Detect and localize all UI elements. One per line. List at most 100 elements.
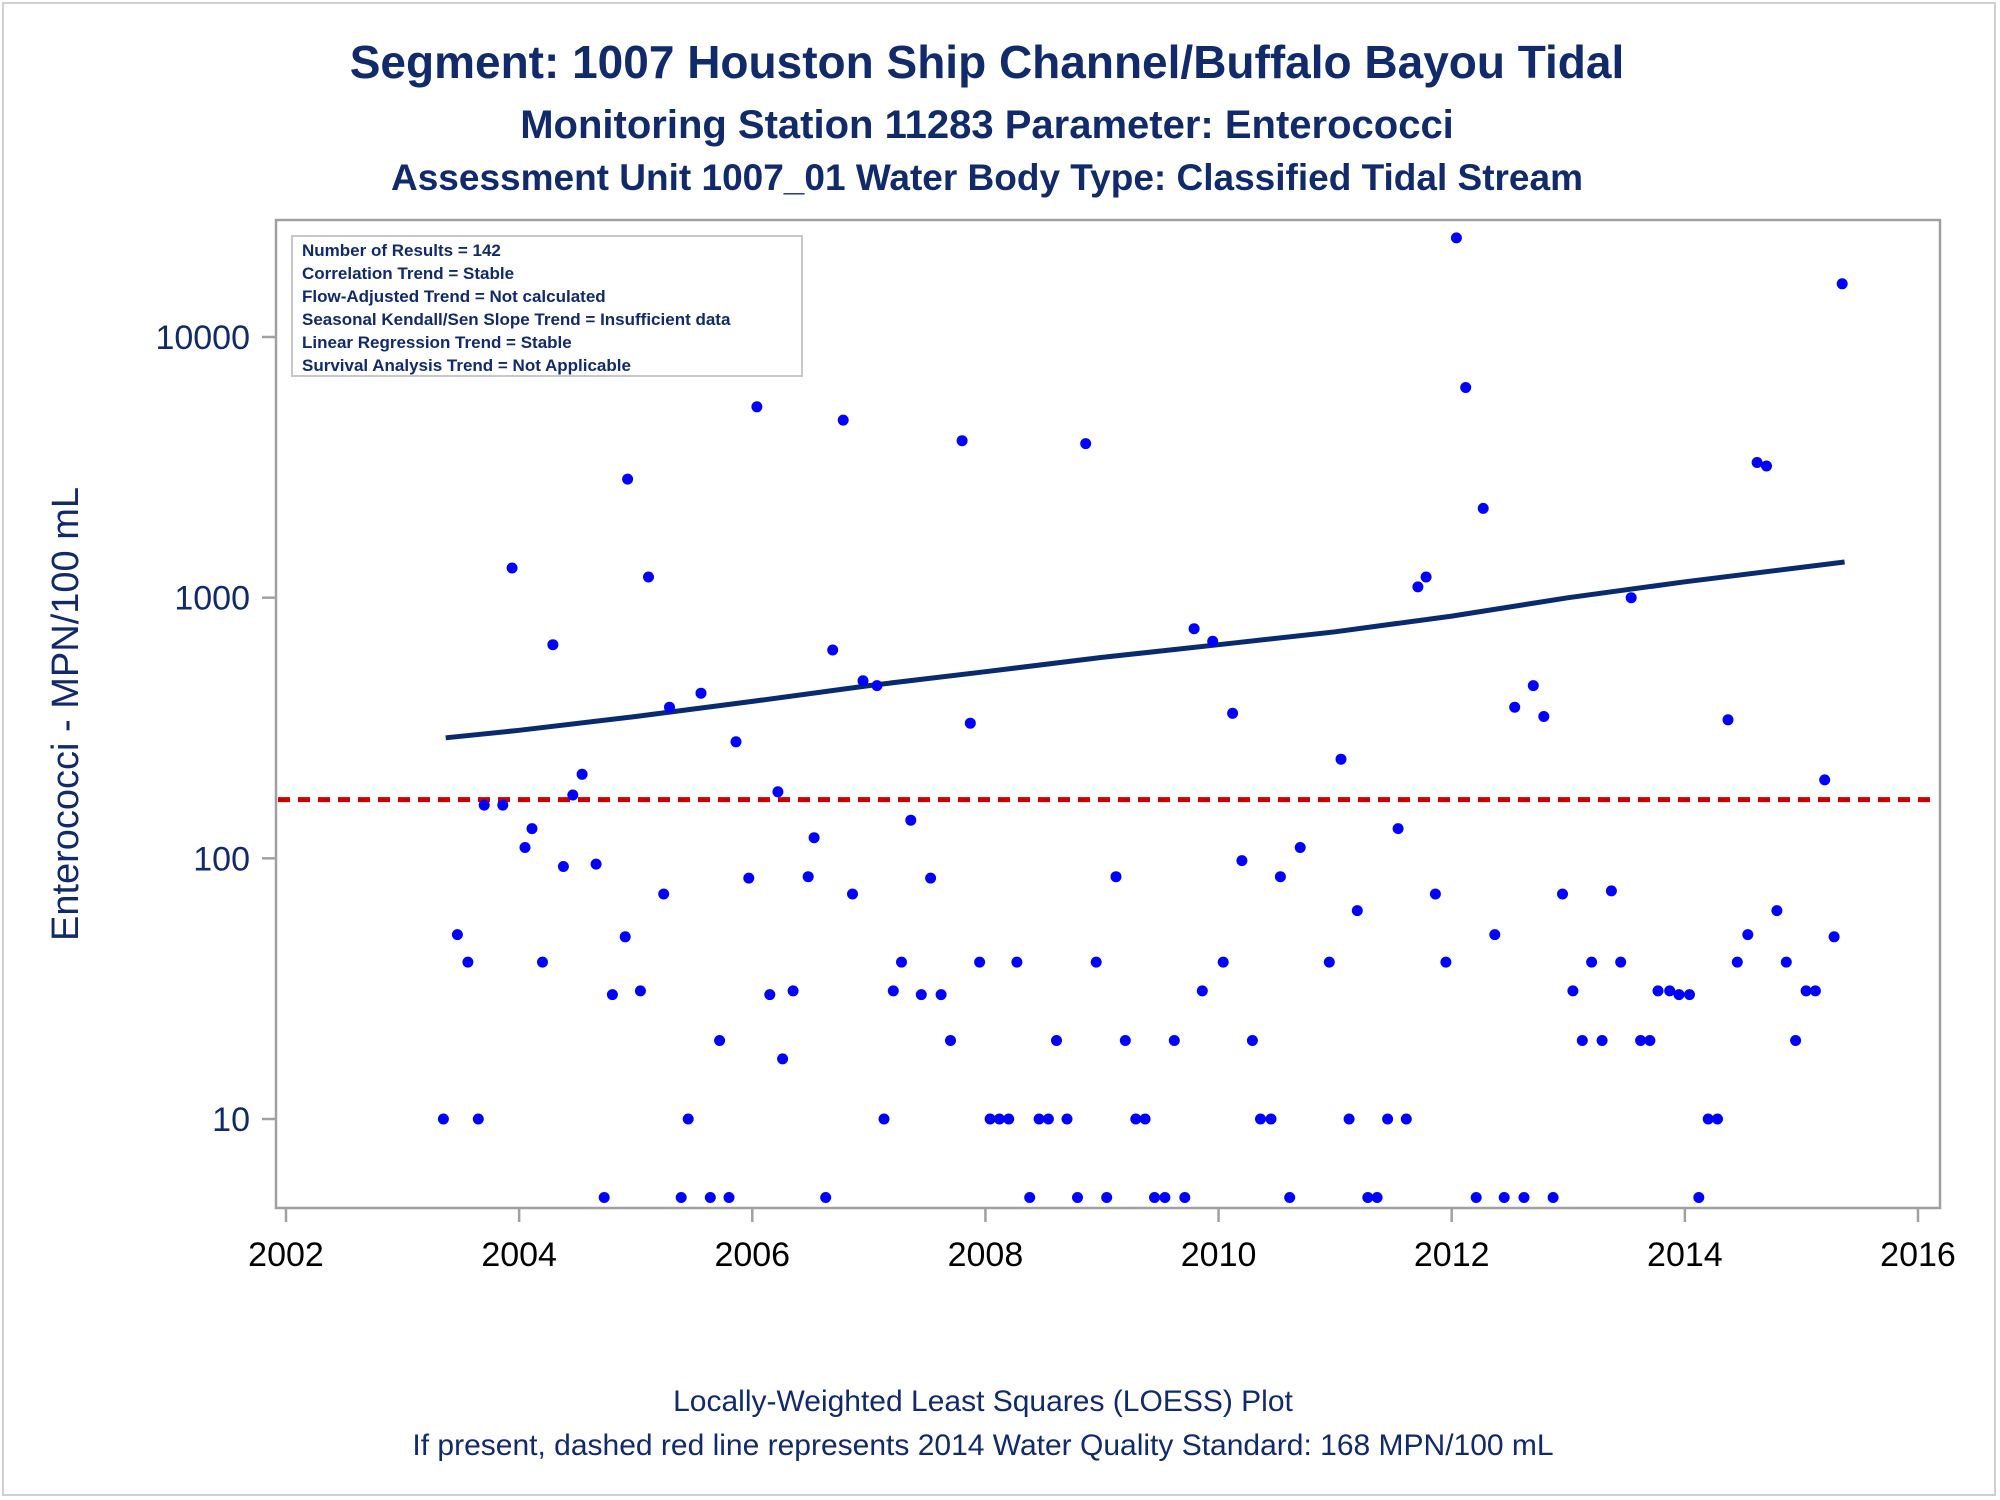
data-point xyxy=(1371,1192,1383,1203)
data-point xyxy=(1061,1113,1073,1125)
data-point xyxy=(1110,871,1122,883)
data-point xyxy=(472,1113,484,1125)
data-point xyxy=(1790,1035,1802,1046)
data-point xyxy=(1149,1192,1160,1203)
data-point xyxy=(1042,1113,1054,1125)
data-point xyxy=(1450,232,1462,244)
data-point xyxy=(437,1113,449,1125)
data-point xyxy=(1255,1113,1266,1125)
data-point xyxy=(1780,956,1792,968)
data-point xyxy=(1246,1035,1258,1046)
data-point xyxy=(974,956,986,968)
x-tick-label: 2002 xyxy=(248,1236,324,1274)
data-point xyxy=(956,435,968,447)
data-point xyxy=(1392,823,1404,835)
data-point xyxy=(664,701,675,713)
x-tick-label: 2014 xyxy=(1647,1236,1723,1274)
data-point xyxy=(1130,1113,1142,1125)
data-point xyxy=(820,1192,832,1203)
data-point xyxy=(1362,1192,1374,1203)
data-point xyxy=(1323,956,1335,968)
data-point xyxy=(1429,888,1441,900)
x-tick-label: 2010 xyxy=(1181,1236,1257,1274)
y-tick-label: 100 xyxy=(193,840,250,878)
data-point xyxy=(695,687,707,699)
data-point xyxy=(1207,635,1219,647)
data-point xyxy=(1274,871,1286,883)
x-tick-label: 2008 xyxy=(948,1236,1024,1274)
data-point xyxy=(743,872,755,884)
data-point xyxy=(643,571,654,583)
data-point xyxy=(1527,680,1539,692)
data-point xyxy=(1567,985,1579,997)
data-point xyxy=(1101,1192,1113,1203)
data-point xyxy=(506,562,518,574)
data-point xyxy=(1809,985,1821,997)
data-point xyxy=(1179,1192,1191,1203)
data-point xyxy=(730,736,742,748)
data-point xyxy=(619,931,631,943)
data-point xyxy=(1080,438,1092,450)
data-point xyxy=(1509,701,1521,713)
data-point xyxy=(1024,1192,1036,1203)
data-point xyxy=(547,639,559,651)
data-point xyxy=(1742,929,1754,941)
y-tick-label: 10 xyxy=(212,1101,250,1139)
data-point xyxy=(808,832,820,844)
chart-subtitle-2: Assessment Unit 1007_01 Water Body Type:… xyxy=(391,157,1583,198)
data-point xyxy=(1460,382,1472,393)
data-point xyxy=(675,1192,687,1203)
data-point xyxy=(1625,592,1637,604)
data-point xyxy=(1731,956,1743,968)
data-point xyxy=(1284,1192,1296,1203)
data-point xyxy=(945,1035,956,1046)
data-point xyxy=(777,1053,789,1065)
data-point xyxy=(1819,774,1831,786)
data-point xyxy=(704,1192,716,1203)
data-point xyxy=(1586,956,1598,968)
data-point xyxy=(1673,989,1685,1001)
data-point xyxy=(622,473,634,485)
data-point xyxy=(1605,885,1617,897)
data-point xyxy=(519,842,531,853)
data-point xyxy=(1168,1035,1180,1046)
data-point xyxy=(1090,956,1102,968)
data-point xyxy=(557,861,569,872)
x-tick-label: 2004 xyxy=(481,1236,557,1274)
data-point xyxy=(772,786,784,798)
data-point xyxy=(1159,1192,1171,1203)
data-point xyxy=(751,401,763,413)
data-point xyxy=(1236,855,1248,867)
data-point xyxy=(1351,905,1363,917)
y-axis-label: Enterococci - MPN/100 mL xyxy=(45,487,87,941)
data-point xyxy=(462,956,474,968)
data-point xyxy=(1712,1113,1723,1125)
data-point xyxy=(764,989,776,1001)
data-point xyxy=(847,888,858,900)
data-point xyxy=(598,1192,610,1203)
footer-line-2: If present, dashed red line represents 2… xyxy=(412,1429,1553,1462)
data-point xyxy=(1119,1035,1131,1046)
data-point xyxy=(1761,460,1772,472)
data-point xyxy=(1635,1035,1647,1046)
footer-line-1: Locally-Weighted Least Squares (LOESS) P… xyxy=(673,1385,1293,1418)
stats-box xyxy=(291,235,803,377)
stats-line: Linear Regression Trend = Stable xyxy=(302,333,572,352)
data-point xyxy=(1412,581,1424,593)
data-points xyxy=(437,232,1848,1203)
data-point xyxy=(1400,1113,1412,1125)
data-point xyxy=(887,985,899,997)
chart-title: Segment: 1007 Houston Ship Channel/Buffa… xyxy=(350,36,1625,88)
chart-subtitle: Monitoring Station 11283 Parameter: Ente… xyxy=(520,103,1454,147)
data-point xyxy=(905,814,917,826)
data-point xyxy=(1477,502,1489,514)
data-point xyxy=(1003,1113,1015,1125)
data-point xyxy=(1440,956,1452,968)
data-point xyxy=(1596,1035,1608,1046)
data-point xyxy=(915,989,927,1001)
stats-line: Seasonal Kendall/Sen Slope Trend = Insuf… xyxy=(302,310,731,329)
data-point xyxy=(1615,956,1627,968)
data-point xyxy=(567,789,579,801)
